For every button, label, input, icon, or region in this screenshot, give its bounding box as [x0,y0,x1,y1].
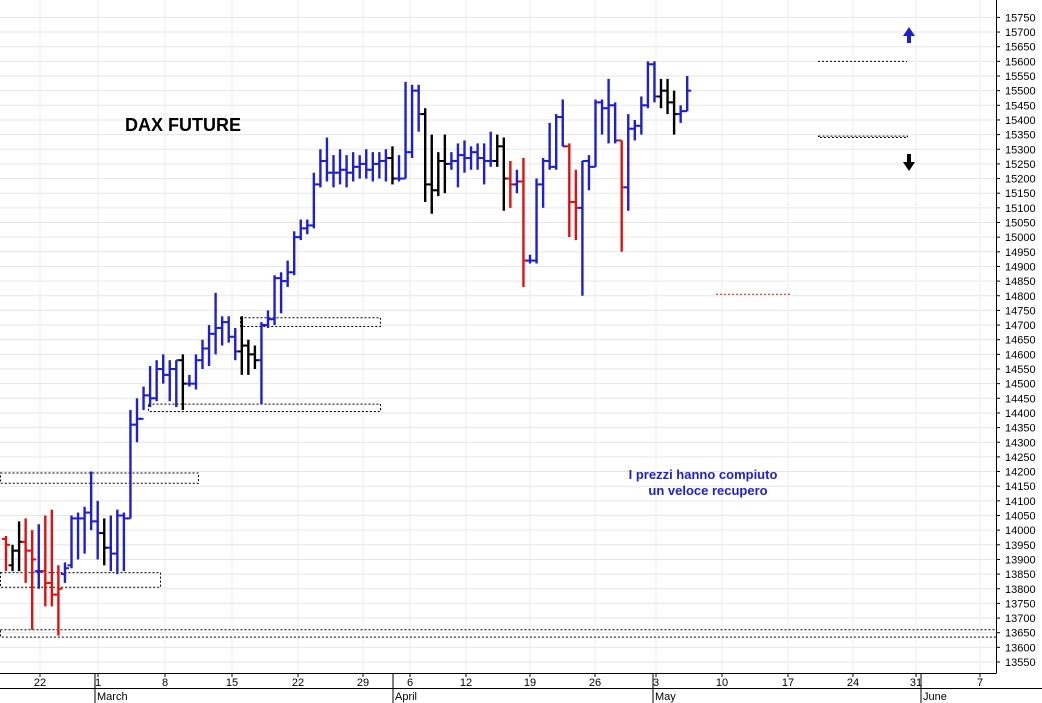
y-tick-label: 15650 [1005,42,1036,54]
y-tick-label: 14600 [1005,349,1036,361]
y-tick-label: 15700 [1005,27,1036,39]
ohlc-bar [28,530,37,630]
y-tick-label: 14450 [1005,393,1036,405]
x-month-label: May [655,691,676,703]
y-tick-label: 15050 [1005,218,1036,230]
price-zones [0,60,997,638]
y-tick-label: 13850 [1005,569,1036,581]
x-tick-label: 12 [460,677,472,689]
zone-box [148,403,381,412]
y-tick-label: 15100 [1005,203,1036,215]
x-tick-label: 24 [847,677,859,689]
y-tick-label: 14950 [1005,247,1036,259]
y-tick-label: 15150 [1005,188,1036,200]
y-tick-label: 14400 [1005,408,1036,420]
annotation-line-1: I prezzi hanno compiuto [629,467,778,482]
zone-box [0,572,161,588]
x-tick-label: 31 [910,677,922,689]
y-tick-label: 15300 [1005,144,1036,156]
x-tick-label: 1 [95,677,101,689]
y-tick-label: 13550 [1005,657,1036,669]
y-tick-label: 13750 [1005,598,1036,610]
arrow-up-icon [903,27,915,43]
y-tick-label: 15350 [1005,130,1036,142]
price-bars [2,61,692,636]
y-tick-label: 13900 [1005,554,1036,566]
x-tick-label: 7 [977,677,983,689]
y-tick-label: 13600 [1005,642,1036,654]
y-tick-label: 14050 [1005,511,1036,523]
x-tick-label: 19 [524,677,536,689]
y-tick-label: 14850 [1005,276,1036,288]
y-tick-label: 15400 [1005,115,1036,127]
y-tick-label: 14000 [1005,525,1036,537]
gridlines [0,0,996,673]
y-tick-label: 14800 [1005,291,1036,303]
x-month-label: March [97,691,128,703]
y-tick-label: 15550 [1005,71,1036,83]
x-tick-label: 17 [782,677,794,689]
arrow-down-icon [903,154,915,171]
zone-box [0,629,997,638]
y-tick-label: 14500 [1005,379,1036,391]
x-tick-label: 6 [407,677,413,689]
x-tick-label: 26 [589,677,601,689]
y-tick-label: 15600 [1005,56,1036,68]
x-tick-label: 29 [357,677,369,689]
y-tick-label: 13650 [1005,628,1036,640]
x-month-label: June [923,691,947,703]
x-tick-label: 3 [653,677,659,689]
x-tick-label: 15 [226,677,238,689]
y-tick-label: 15450 [1005,100,1036,112]
zone-box [818,135,908,139]
ohlc-bar [54,565,63,636]
y-tick-label: 15500 [1005,86,1036,98]
y-tick-label: 14100 [1005,496,1036,508]
y-tick-label: 14650 [1005,335,1036,347]
y-tick-label: 15250 [1005,159,1036,171]
chart-title: DAX FUTURE [125,115,241,135]
y-tick-label: 14250 [1005,452,1036,464]
y-tick-label: 14900 [1005,261,1036,273]
x-tick-label: 8 [162,677,168,689]
y-tick-label: 14750 [1005,305,1036,317]
zone-box [240,317,381,328]
y-tick-label: 14550 [1005,364,1036,376]
y-tick-label: 14350 [1005,423,1036,435]
x-tick-label: 22 [34,677,46,689]
y-tick-label: 15750 [1005,12,1036,24]
x-month-label: April [395,691,417,703]
y-tick-label: 14150 [1005,481,1036,493]
y-tick-label: 14200 [1005,467,1036,479]
y-tick-label: 13950 [1005,540,1036,552]
ohlc-bar [683,76,692,113]
annotation-line-2: un veloce recupero [648,483,767,498]
y-tick-label: 13700 [1005,613,1036,625]
y-tick-label: 15200 [1005,174,1036,186]
ohlc-bar [60,562,69,583]
y-tick-label: 14700 [1005,320,1036,332]
y-tick-label: 14300 [1005,437,1036,449]
x-tick-label: 22 [292,677,304,689]
x-tick-label: 10 [716,677,728,689]
y-tick-label: 15000 [1005,232,1036,244]
y-tick-label: 13800 [1005,584,1036,596]
ohlc-bar [2,536,10,572]
